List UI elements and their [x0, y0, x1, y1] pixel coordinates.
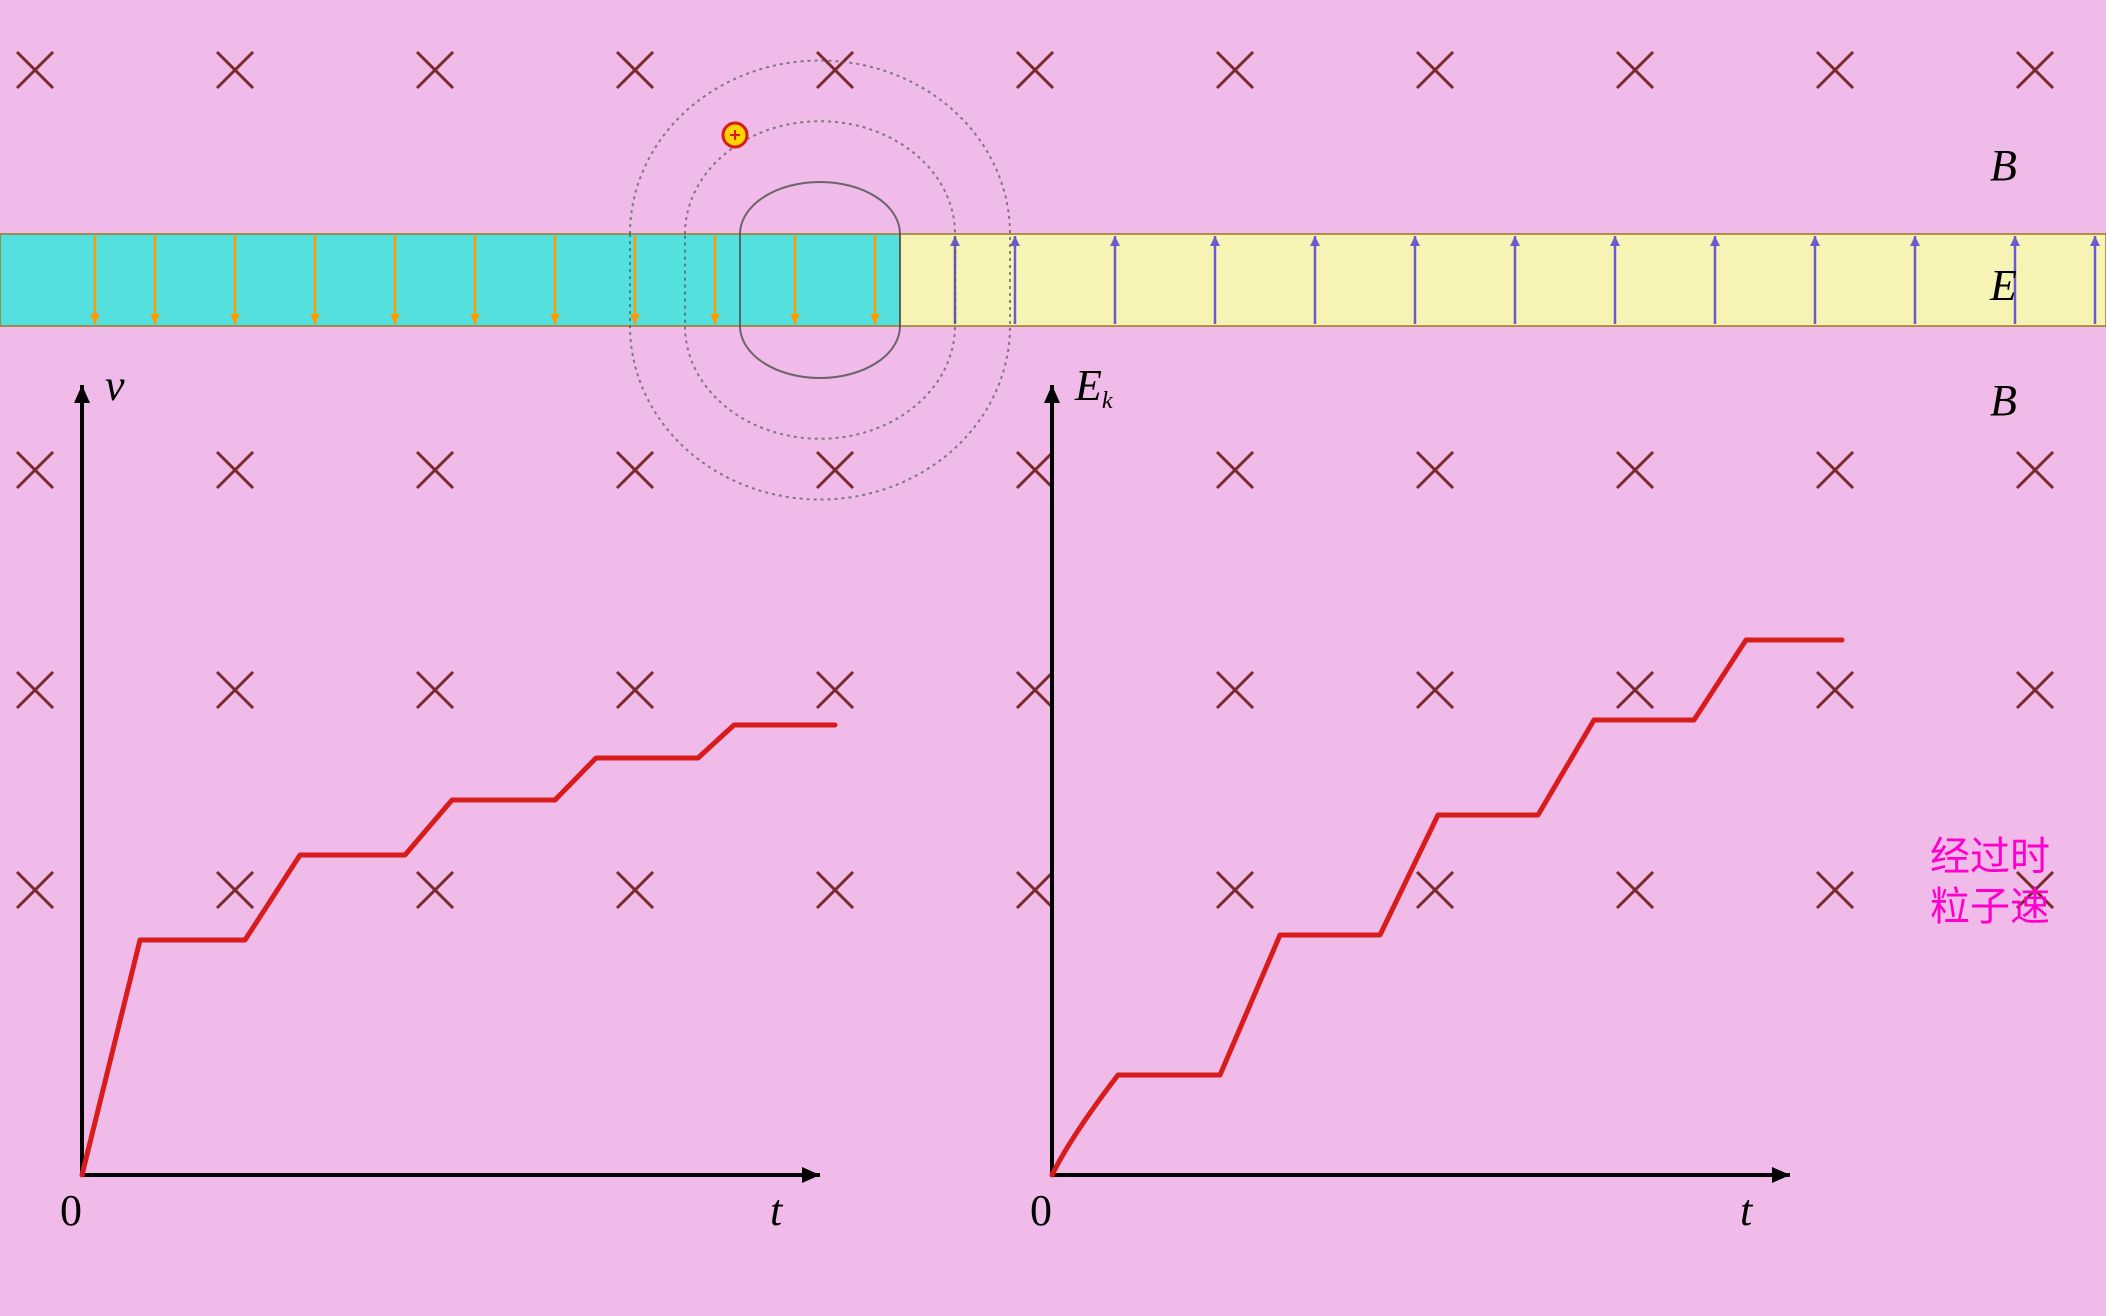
label-b-bottom: B [1990, 376, 2017, 425]
e-field-left-region [0, 234, 900, 326]
e-field-right-region [900, 234, 2106, 326]
annotation-line-2: 粒子速 [1930, 884, 2050, 929]
label-v-axis: v [105, 361, 125, 410]
label-zero-right: 0 [1030, 1186, 1052, 1235]
label-b-top: B [1990, 141, 2017, 190]
label-e: E [1989, 261, 2017, 310]
label-t-left: t [770, 1186, 784, 1235]
particle-icon [723, 123, 747, 147]
label-zero-left: 0 [60, 1186, 82, 1235]
annotation-line-1: 经过时 [1930, 834, 2050, 879]
label-t-right: t [1740, 1186, 1754, 1235]
